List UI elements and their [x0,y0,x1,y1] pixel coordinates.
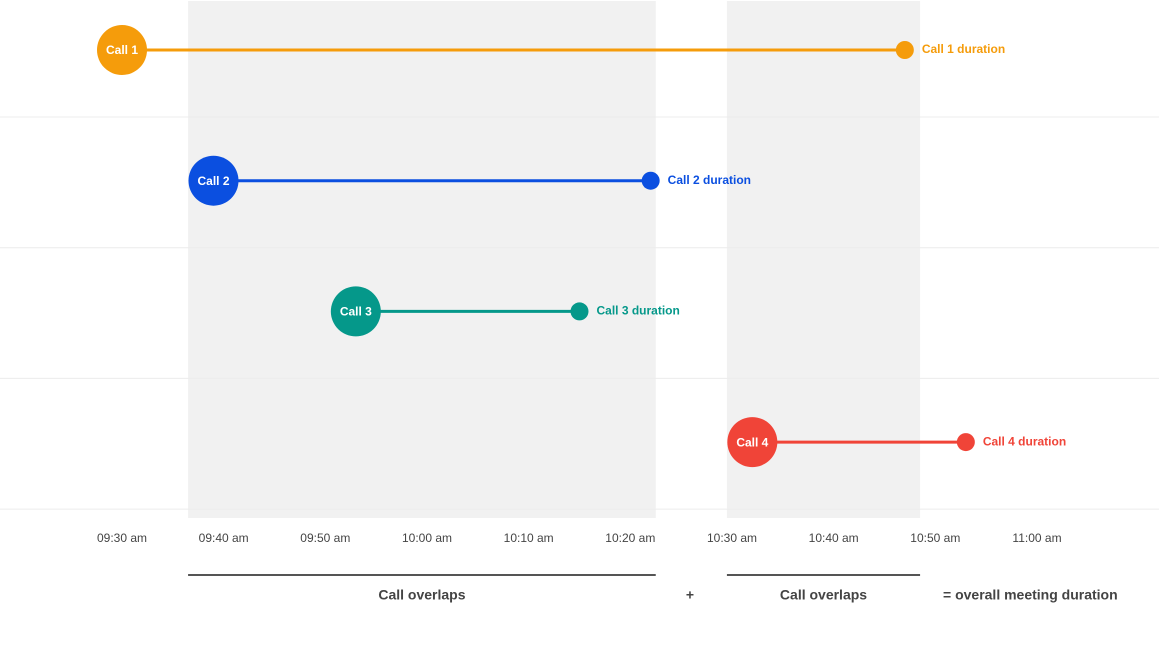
call-end-label: Call 1 duration [922,42,1005,56]
call-end-label: Call 3 duration [597,304,680,318]
call-name: Call 1 [106,43,138,57]
x-tick-label: 10:50 am [910,531,960,545]
call-end [895,41,914,59]
call-start [188,155,239,206]
call-end [956,433,975,452]
call-name: Call 2 [197,174,229,188]
call-end [570,302,589,321]
x-tick-label: 10:20 am [605,531,655,545]
call-start [330,286,381,337]
x-tick-label: 11:00 am [1012,531,1061,545]
x-tick-label: 10:00 am [402,531,452,545]
x-tick-label: 09:40 am [199,531,249,545]
overlap-label: Call overlaps [780,587,867,603]
call-end-label: Call 4 duration [983,434,1066,448]
x-tick-label: 09:50 am [300,531,350,545]
overlap-label: Call overlaps [378,587,465,603]
x-tick-label: 10:30 am [707,531,757,545]
call-name: Call 3 [340,305,372,319]
call-start [727,417,778,468]
annotation-plus: + [686,587,694,603]
call-start [97,25,147,75]
call-name: Call 4 [736,435,768,449]
call-end [641,171,660,190]
overlap-region [188,1,656,518]
x-tick-label: 09:30 am [97,531,147,545]
x-tick-label: 10:40 am [809,531,859,545]
call-end-label: Call 2 duration [668,173,751,187]
annotation-total: = overall meeting duration [943,587,1118,603]
x-tick-label: 10:10 am [504,531,554,545]
